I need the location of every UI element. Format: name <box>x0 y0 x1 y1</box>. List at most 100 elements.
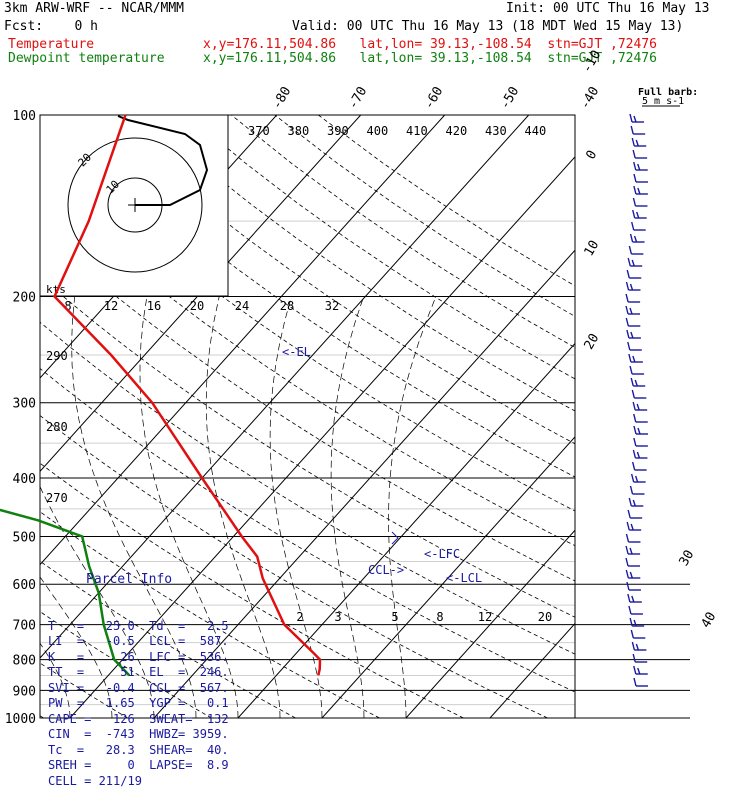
theta-label: 390 <box>327 124 349 138</box>
wind-barb-flag <box>629 113 633 123</box>
wind-barb-flag <box>632 197 637 207</box>
wind-barb-flag <box>630 377 634 387</box>
level-annotation: <-LFC <box>424 547 460 561</box>
wind-barb <box>633 161 648 171</box>
wind-barb-flag <box>626 581 630 591</box>
parcel-row: T = 25.0 Td = 2.5 <box>48 618 229 633</box>
wind-barb-flag <box>625 569 630 579</box>
pressure-label: 800 <box>13 654 36 669</box>
pressure-label: 900 <box>13 684 36 699</box>
wind-barb <box>625 545 641 555</box>
moist-adiabat <box>330 296 365 718</box>
dry-adiabat <box>57 115 575 478</box>
parcel-row: PW = 1.65 YGP = 0.1 <box>48 696 229 710</box>
wind-barb-flag <box>637 163 641 171</box>
wind-barb-flag <box>633 161 637 171</box>
wind-barb <box>627 509 643 519</box>
wind-barb <box>630 473 646 483</box>
wind-barb <box>630 125 646 135</box>
wind-barb-flag <box>629 283 634 291</box>
wind-barb <box>629 617 645 627</box>
mixing-ratio-label: 20 <box>538 610 552 624</box>
barb-legend: Full barb: <box>638 87 698 98</box>
wind-barb-flag <box>625 533 630 543</box>
pressure-label: 1000 <box>5 712 36 727</box>
wind-barb-flag <box>631 461 636 471</box>
wind-barb <box>628 605 643 615</box>
mixing-ratio-label: 20 <box>190 299 204 313</box>
wind-barb <box>631 137 647 147</box>
wind-barb <box>633 425 648 435</box>
plot-frame <box>39 114 576 719</box>
wind-barb-flag <box>633 677 637 687</box>
wind-barb <box>627 257 643 267</box>
wind-barb-flag <box>632 355 636 363</box>
dry-adiabat <box>40 462 464 718</box>
wind-barb <box>626 521 642 531</box>
wind-barb <box>633 677 648 687</box>
mixing-ratio-label: 32 <box>325 299 339 313</box>
wind-barb-flag <box>625 293 629 303</box>
hodograph-ring <box>67 137 203 273</box>
wind-barb-flag <box>625 317 629 327</box>
wind-barb-flag <box>635 139 639 147</box>
wind-barb-flag <box>630 629 634 639</box>
forecast-hour: Fcst: 0 h <box>4 19 98 34</box>
wind-barb <box>632 401 648 411</box>
wind-barb-flag <box>636 403 640 411</box>
barb-legend: 5 m s-1 <box>642 96 684 107</box>
wind-barb-flag <box>631 641 636 651</box>
wind-barb <box>631 461 647 471</box>
wind-barb-flag <box>627 341 631 351</box>
moist-adiabat <box>40 576 113 718</box>
pressure-label: 600 <box>13 578 36 593</box>
wind-barb <box>632 449 648 459</box>
wind-barb-flag <box>628 245 633 255</box>
level-annotation: <-EL <box>282 345 311 359</box>
mixing-ratio-label: 8 <box>436 610 443 624</box>
temperature-station-info: x,y=176.11,504.86 lat,lon= 39.13,-108.54… <box>203 37 657 52</box>
wind-barb <box>630 629 646 639</box>
moist-adiabat <box>40 642 71 718</box>
mixing-ratio-label: 2 <box>296 610 303 624</box>
dry-adiabat <box>274 115 575 317</box>
temperature-tick: 0 <box>584 148 601 162</box>
temperature-tick: 20 <box>582 331 603 352</box>
wind-barb <box>629 365 645 375</box>
isotherm <box>405 529 575 718</box>
adiabat-label: -70 <box>346 84 371 112</box>
dry-adiabat <box>40 230 575 582</box>
parcel-row: Tc = 28.3 SHEAR= 40. <box>48 742 229 757</box>
wind-barb-flag <box>633 185 637 195</box>
wind-barb-flag <box>632 449 637 459</box>
temperature-tick: 30 <box>677 548 698 569</box>
pressure-label: 200 <box>13 291 36 306</box>
wind-barb-flag <box>629 617 633 627</box>
wind-barb <box>627 341 642 351</box>
wind-barb <box>631 389 647 399</box>
wind-barb-flag <box>637 667 641 675</box>
pressure-label: 500 <box>13 530 36 545</box>
parcel-info-title: Parcel Info <box>86 572 173 587</box>
wind-barb-flag <box>636 211 640 219</box>
wind-barb-flag <box>628 353 632 363</box>
parcel-row: SREH = 0 LAPSE= 8.9 <box>48 758 229 772</box>
theta-label: 380 <box>288 124 310 138</box>
theta-label: 430 <box>485 124 507 138</box>
wind-barb-flag <box>627 509 631 519</box>
dry-adiabat <box>144 115 575 412</box>
pressure-label: 400 <box>13 472 36 487</box>
wind-barb-flag <box>636 451 641 459</box>
mixing-ratio-label: 5 <box>391 610 398 624</box>
pressure-label: 700 <box>13 619 36 634</box>
dry-adiabat <box>40 321 575 655</box>
theta-label: 420 <box>446 124 468 138</box>
skewt-chart: 1002003004005006007008009001000-40-30-20… <box>0 48 719 727</box>
isotherm <box>321 436 575 718</box>
wind-barb-flag <box>630 125 634 135</box>
hodograph-units: kts <box>46 283 66 296</box>
wind-barb-flag <box>632 499 636 507</box>
dry-adiabat <box>187 115 575 380</box>
wind-barb-flag <box>629 571 633 579</box>
wind-barb-flag <box>629 547 633 555</box>
